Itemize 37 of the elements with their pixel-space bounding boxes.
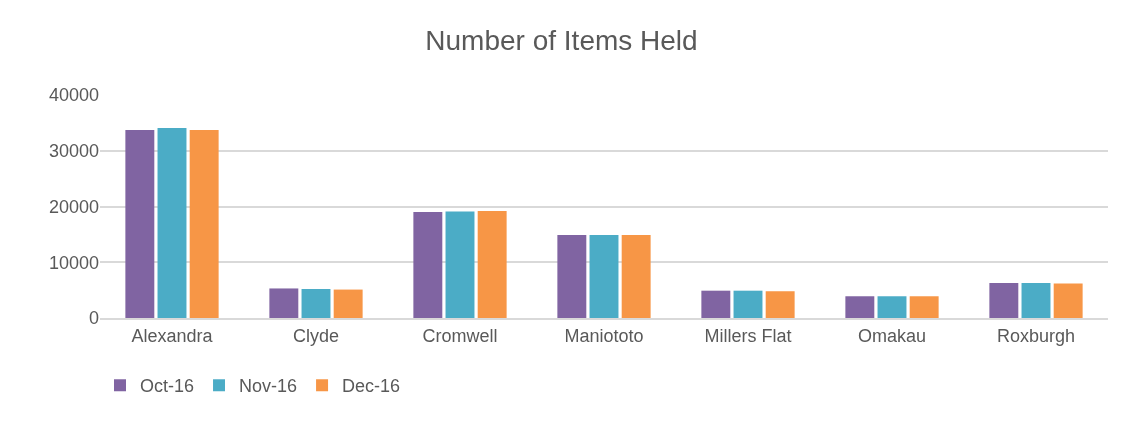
bar — [845, 296, 875, 318]
bar — [125, 130, 155, 318]
legend-label: Dec-16 — [342, 376, 401, 397]
bar — [1053, 283, 1083, 318]
bar — [989, 282, 1019, 318]
bar — [301, 289, 331, 318]
bar — [445, 211, 475, 318]
bar — [189, 130, 219, 318]
legend-label: Oct-16 — [140, 376, 195, 397]
bar — [733, 290, 763, 318]
bar — [909, 296, 939, 318]
bar — [1021, 282, 1051, 318]
y-tick-label: 40000 — [48, 85, 99, 106]
bar — [477, 210, 507, 318]
chart-title: Number of Items Held — [425, 24, 698, 56]
bar — [765, 291, 795, 318]
x-tick-label: Omakau — [857, 325, 927, 346]
x-tick-label: Cromwell — [422, 325, 498, 346]
legend-label: Nov-16 — [239, 376, 298, 397]
bar — [157, 127, 187, 318]
bar — [877, 296, 907, 318]
x-tick-label: Maniototo — [564, 325, 644, 346]
y-tick-label: 20000 — [48, 196, 99, 217]
bar — [413, 212, 443, 318]
x-tick-label: Roxburgh — [996, 325, 1076, 346]
bar — [557, 234, 587, 318]
y-tick-label: 10000 — [48, 252, 99, 273]
y-tick-label: 30000 — [48, 141, 99, 162]
x-tick-label: Clyde — [292, 325, 340, 346]
y-tick-label: 0 — [88, 308, 99, 329]
bar — [589, 234, 619, 318]
bar — [621, 234, 651, 318]
bar — [333, 289, 363, 318]
bar — [269, 288, 299, 318]
bar — [701, 290, 731, 318]
x-tick-label: Millers Flat — [704, 325, 792, 346]
x-tick-label: Alexandra — [131, 325, 214, 346]
